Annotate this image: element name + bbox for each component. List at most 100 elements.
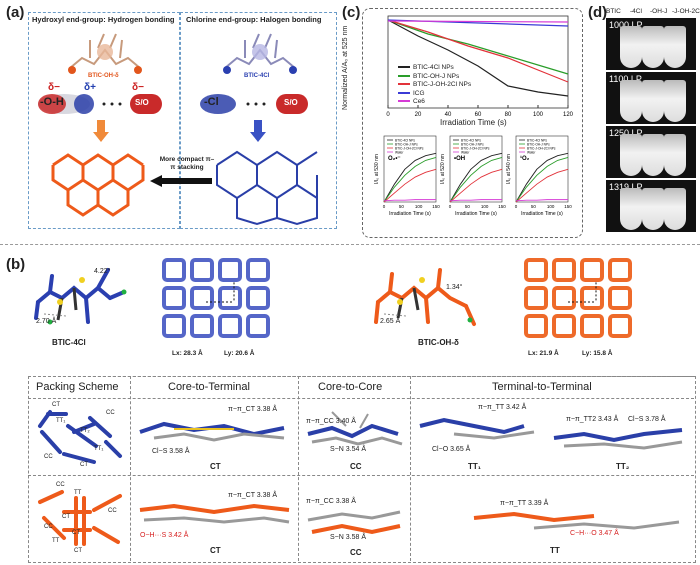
- header-terminal-to-terminal: Terminal-to-Terminal: [492, 381, 592, 393]
- inset-tag: O₂•⁻: [388, 156, 401, 162]
- btic-oh-label: BTIC-OH-δ: [88, 73, 119, 79]
- hydrogen-bond-diagram: [38, 94, 162, 114]
- row2-terminal-terminal-graphic: [473, 511, 680, 530]
- r1-tt2-cls: Cl−S 3.78 Å: [628, 416, 666, 423]
- compact-stacking-text: More compact π–π stacking: [159, 156, 215, 171]
- inset-legend-label: BTIC-OH-J NPs: [461, 143, 484, 147]
- inset-legend-label: Water: [461, 151, 470, 155]
- inset-xtick-label: 100: [547, 204, 555, 209]
- halogen-bond-diagram: [200, 94, 308, 114]
- lattice-cell: [608, 286, 632, 310]
- panel-d-label: (d): [588, 4, 608, 21]
- r1-tt1-clo: Cl−O 3.65 Å: [432, 446, 471, 453]
- orange-hexagonal-lattice: [51, 153, 145, 217]
- r2-tt-tag: TT: [550, 546, 560, 555]
- scheme1-tt1b: TT₁: [94, 446, 104, 452]
- legend-item: Ce6: [398, 98, 471, 107]
- lattice-cell: [552, 258, 576, 282]
- lattice1-ly: Ly: 20.6 Å: [224, 350, 255, 357]
- delta-minus-left: δ−: [48, 82, 60, 93]
- legend-label: BTIC-4Cl NPs: [413, 64, 454, 71]
- inset-legend-label: BTIC-OH-J NPs: [395, 143, 418, 147]
- main-xtick-label: 0: [386, 112, 390, 118]
- inset-xtick-label: 50: [465, 204, 471, 209]
- row-divider: [28, 475, 694, 476]
- legend-item: ICG: [398, 90, 471, 99]
- legend-item: BTIC-OH-J NPs: [398, 73, 471, 82]
- inset-series-line: [515, 168, 569, 203]
- lattice-cell: [218, 258, 242, 282]
- legend-label: BTIC-J-OH-2Cl NPs: [413, 81, 472, 88]
- lattice-cell: [246, 314, 270, 338]
- r2-ct-pi: π−π_CT 3.38 Å: [228, 492, 278, 499]
- panel-a-right-box: [180, 12, 337, 229]
- inset-legend-label: BTIC-OH-J NPs: [527, 143, 550, 147]
- inset-legend-label: Water: [527, 151, 536, 155]
- btic-oh-distance: 2.65 Å: [380, 318, 401, 325]
- lattice-cell: [162, 286, 186, 310]
- vial-image: [664, 188, 686, 230]
- inset-series-line: [449, 157, 503, 203]
- nir-column-label: -J-OH-2Cl: [672, 8, 700, 15]
- inset-ylabel: I/I₀ at 540 nm: [506, 154, 512, 184]
- btic-4cl-name: BTIC-4Cl: [52, 338, 86, 347]
- series-line: [387, 20, 569, 23]
- r1-tt1-pi: π−π_TT 3.42 Å: [478, 404, 527, 411]
- inset-xtick-label: 150: [498, 204, 506, 209]
- scheme2-cc2: CC: [108, 508, 117, 514]
- vial-image: [664, 134, 686, 176]
- row2-core-terminal-graphic: [139, 503, 290, 524]
- nir-column-label: -OH-J: [650, 8, 668, 15]
- panel-c-label: (c): [342, 4, 361, 21]
- btic-oh-angle: 1.34°: [446, 284, 463, 291]
- main-xtick-label: 80: [505, 112, 512, 118]
- nir-row-label: 1319 LP: [609, 182, 643, 192]
- inset-series-line: [383, 168, 437, 203]
- lattice-cell: [552, 286, 576, 310]
- inset-frame: [449, 135, 503, 203]
- r1-tt1-tag: TT₁: [468, 462, 482, 471]
- inset-frame: [515, 135, 569, 203]
- inset-series-line: [449, 199, 502, 202]
- inset-xlabel: Irradiation Time (s): [455, 211, 497, 217]
- series-line: [387, 19, 569, 97]
- lattice2-ly: Ly: 15.8 Å: [582, 350, 613, 357]
- panel-c-box: [362, 8, 583, 238]
- btic-4cl-packing-lattice: [162, 258, 270, 338]
- nir-column-label: -4Cl: [630, 8, 642, 15]
- r2-ct-tag: CT: [210, 546, 221, 555]
- col-divider-1: [130, 376, 131, 561]
- legend-item: BTIC-J-OH-2Cl NPs: [398, 81, 471, 90]
- inset-xtick-label: 0: [449, 204, 452, 209]
- legend-swatch: [398, 74, 410, 77]
- inset-tag: •OH: [454, 156, 465, 162]
- header-core-to-terminal: Core-to-Terminal: [168, 381, 250, 393]
- main-legend: BTIC-4Cl NPs BTIC-OH-J NPs BTIC-J-OH-2Cl N…: [398, 64, 471, 107]
- btic-4cl-angle: 4.22°: [94, 268, 111, 275]
- scheme1-cc2: CC: [44, 454, 53, 460]
- header-packing-scheme: Packing Scheme: [36, 381, 119, 393]
- r1-cc-pi: π−π_CC 3.40 Å: [306, 418, 356, 425]
- lattice-cell: [218, 286, 242, 310]
- nir-row-label: 1250 LP: [609, 128, 643, 138]
- inset-xtick-label: 150: [432, 204, 440, 209]
- vial-image: [620, 80, 642, 122]
- inset-xtick-label: 0: [383, 204, 386, 209]
- r1-cc-tag: CC: [350, 462, 362, 471]
- vial-image: [642, 134, 664, 176]
- inset-series-line: [383, 199, 436, 202]
- btic-4cl-distance: 2.70 Å: [36, 318, 57, 325]
- blue-packing-scheme: [38, 410, 122, 464]
- inset-xtick-label: 50: [399, 204, 405, 209]
- inset-xlabel: Irradiation Time (s): [521, 211, 563, 217]
- delta-minus-right: δ−: [132, 82, 144, 93]
- vial-image: [642, 188, 664, 230]
- btic-oh-molecule: [68, 33, 142, 74]
- r1-ct-tag: CT: [210, 462, 221, 471]
- lattice-cell: [246, 258, 270, 282]
- lattice-cell: [580, 314, 604, 338]
- scheme1-tt2: TT₂: [80, 428, 90, 434]
- inset-xlabel: Irradiation Time (s): [389, 211, 431, 217]
- scheme1-ct: CT: [52, 402, 60, 408]
- inset-legend-label: BTIC-J-OH-2Cl NPs: [395, 147, 424, 151]
